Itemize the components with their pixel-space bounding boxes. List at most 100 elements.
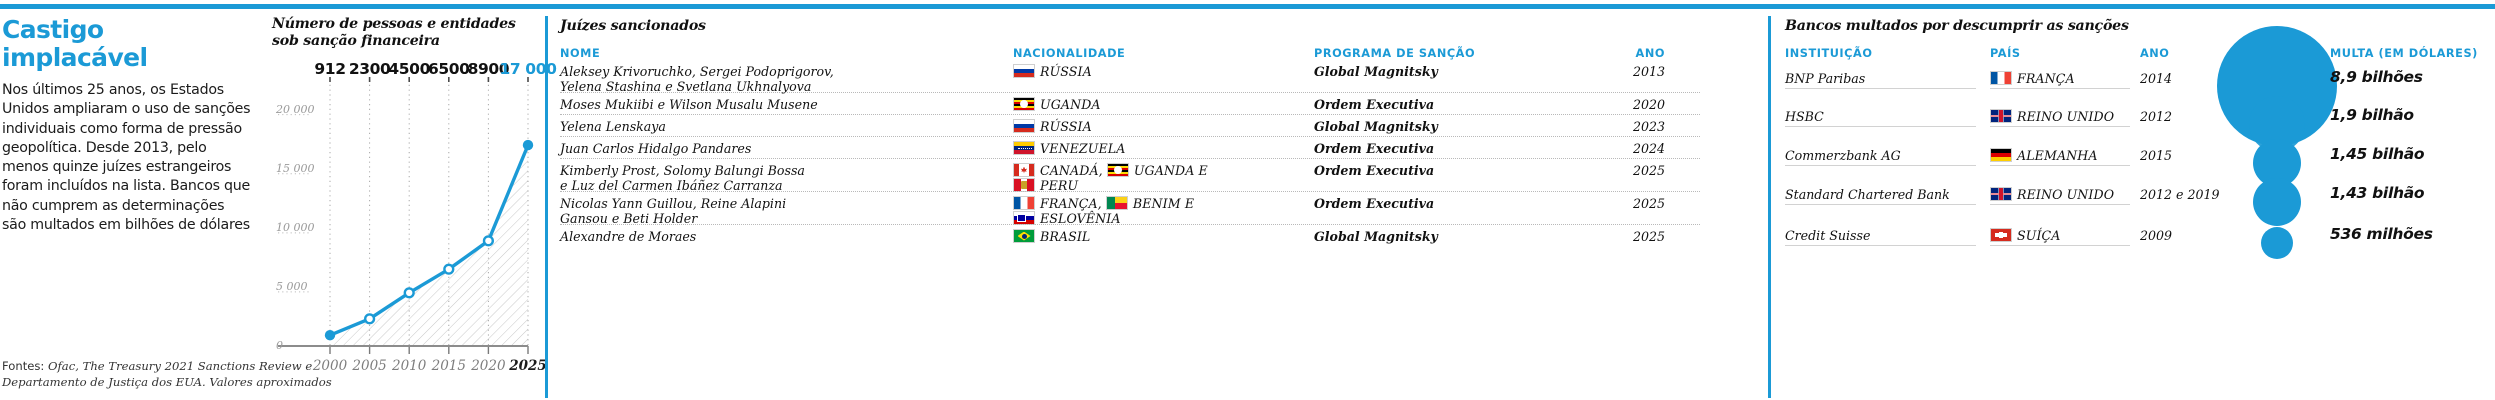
judge-name: Moses Mukiibi e Wilson Musalu Musene (560, 97, 818, 112)
judge-year: 2013 (1632, 64, 1665, 79)
nationality-line: FRANÇA, BENIM E (1013, 196, 1194, 211)
judges-section-title-wrap: Juízes sancionados (560, 18, 706, 35)
flag-si-icon (1013, 211, 1035, 225)
table-row[interactable]: Juan Carlos Hidalgo Pandares VENEZUELA Ord… (0, 141, 1768, 163)
judge-year: 2023 (1632, 119, 1665, 134)
judge-program: Global Magnitsky (1314, 119, 1438, 134)
judge-name-line: Aleksey Krivoruchko, Sergei Podoprigorov… (560, 64, 834, 79)
judge-name: Juan Carlos Hidalgo Pandares (560, 141, 751, 156)
bank-institution: HSBC (1785, 109, 1824, 124)
row-separator (560, 92, 1700, 93)
judge-program: Ordem Executiva (1314, 141, 1435, 156)
row-separator (560, 136, 1700, 137)
flag-ru-icon (1013, 64, 1035, 78)
flag-ru-icon (1013, 119, 1035, 133)
sanctions-line-chart: 912 2300 4500 6500 8900 17 000 0 5 000 10 000 15… (272, 60, 557, 388)
judge-program: Global Magnitsky (1314, 229, 1438, 244)
bank-fine: 1,45 bilhão (2330, 145, 2425, 163)
judge-nationality: UGANDA (1013, 97, 1101, 112)
judges-col-header: PROGRAMA DE SANÇÃO (1314, 47, 1476, 60)
nationality-text: BRASIL (1040, 229, 1091, 244)
judges-col-header: ANO (1635, 47, 1665, 60)
nationality-text: UGANDA (1040, 97, 1101, 112)
leader-line (1785, 204, 1976, 205)
table-row[interactable]: Aleksey Krivoruchko, Sergei Podoprigorov… (0, 64, 1768, 97)
table-row[interactable]: Commerzbank AG ALEMANHA 2015 1,45 bilhão (0, 145, 2495, 172)
judge-program: Global Magnitsky (1314, 64, 1438, 79)
judge-name-line: Nicolas Yann Guillou, Reine Alapini (560, 196, 787, 211)
chart-y-tick-label: 0 (276, 339, 283, 352)
chart-data-label: 6500 (428, 60, 470, 78)
row-separator (560, 224, 1700, 225)
country-text: REINO UNIDO (2017, 109, 2115, 124)
judge-name-line: Juan Carlos Hidalgo Pandares (560, 141, 752, 156)
bank-country: FRANÇA (1990, 71, 2075, 86)
nationality-text: PERU (1040, 178, 1079, 193)
judge-name-line: Yelena Stashina e Svetlana Ukhnalyova (560, 79, 812, 94)
leader-line (1785, 88, 1976, 89)
table-row[interactable]: Kimberly Prost, Solomy Balungi Bossa e Lu… (0, 163, 1768, 196)
chart-data-label: 8900 (467, 60, 510, 78)
table-row[interactable]: Standard Chartered Bank REINO UNIDO 2012 e… (0, 184, 2495, 211)
divider-banks (1768, 16, 1771, 398)
flag-ca-icon (1013, 163, 1035, 177)
banks-col-header: ANO (2140, 47, 2170, 60)
chart-data-label: 912 (314, 60, 346, 78)
bank-fine: 8,9 bilhões (2330, 68, 2423, 86)
table-row[interactable]: Yelena Lenskaya RÚSSIA Global Magnitsky 202… (0, 119, 1768, 141)
sources-label: Fontes: (2, 359, 45, 373)
table-row[interactable]: BNP Paribas FRANÇA 2014 8,9 bilhões (0, 68, 2495, 95)
chart-y-tick-label: 5 000 (276, 279, 308, 293)
chart-y-tick-label: 20 000 (276, 102, 315, 116)
lede-paragraph: Nos últimos 25 anos, os Estados Unidos a… (2, 82, 251, 234)
nationality-text: CANADÁ, (1040, 163, 1107, 178)
nationality-text: ESLOVÊNIA (1040, 211, 1121, 226)
chart-y-tick-label: 10 000 (276, 220, 315, 234)
judge-nationality: FRANÇA, BENIM E ESLOVÊNIA (1013, 196, 1194, 226)
chart-x-tick-label: 2015 (431, 358, 466, 374)
table-row[interactable]: Alexandre de Moraes BRASIL Global Magnitsk… (0, 229, 1768, 251)
divider-judges (545, 16, 548, 398)
row-separator (560, 191, 1700, 192)
judge-year: 2025 (1632, 163, 1665, 178)
judge-name-line: Moses Mukiibi e Wilson Musalu Musene (560, 97, 818, 112)
nationality-text: RÚSSIA (1040, 119, 1092, 134)
bank-institution: BNP Paribas (1785, 71, 1866, 86)
table-row[interactable]: HSBC REINO UNIDO 2012 1,9 bilhão (0, 106, 2495, 133)
chart-x-tick-label: 2000 (312, 358, 348, 374)
judge-nationality: VENEZUELA (1013, 141, 1125, 156)
bank-institution: Credit Suisse (1785, 228, 1871, 243)
country-text: REINO UNIDO (2017, 187, 2115, 202)
judge-name: Aleksey Krivoruchko, Sergei Podoprigorov… (560, 64, 834, 94)
judge-program: Ordem Executiva (1314, 163, 1435, 178)
sources-note: Fontes: Ofac, The Treasury 2021 Sanction… (2, 358, 332, 390)
banks-section-title: Bancos multados por descumprir as sançõe… (1785, 18, 2129, 34)
table-row[interactable]: Nicolas Yann Guillou, Reine Alapini Ganso… (0, 196, 1768, 229)
table-row[interactable]: Credit Suisse SUÍÇA 2009 536 milhões (0, 225, 2495, 252)
judge-name: Yelena Lenskaya (560, 119, 666, 134)
leader-line (1785, 165, 1976, 166)
judge-nationality: CANADÁ, UGANDA E PERU (1013, 163, 1208, 193)
bank-country: SUÍÇA (1990, 228, 2060, 243)
flag-de-icon (1990, 148, 2012, 162)
chart-data-label: 2300 (348, 60, 391, 78)
nationality-text: RÚSSIA (1040, 64, 1092, 79)
judge-name-line: Yelena Lenskaya (560, 119, 666, 134)
judge-year: 2025 (1632, 196, 1665, 211)
chart-canvas (278, 77, 534, 354)
fine-bubble (2261, 227, 2293, 259)
judge-nationality: RÚSSIA (1013, 64, 1092, 79)
leader-line (1990, 245, 2130, 246)
top-accent-rule (0, 4, 2495, 9)
flag-uk-icon (1990, 109, 2012, 123)
bank-country: REINO UNIDO (1990, 187, 2114, 202)
leader-line (1990, 165, 2130, 166)
judge-nationality: BRASIL (1013, 229, 1090, 244)
bank-year: 2015 (2140, 148, 2173, 163)
flag-bj-icon (1105, 196, 1128, 210)
nationality-line: CANADÁ, UGANDA E (1013, 163, 1208, 178)
judge-name: Nicolas Yann Guillou, Reine Alapini Ganso… (560, 196, 786, 226)
table-row[interactable]: Moses Mukiibi e Wilson Musalu Musene UGAN… (0, 97, 1768, 119)
judge-name-line: Alexandre de Moraes (560, 229, 697, 244)
